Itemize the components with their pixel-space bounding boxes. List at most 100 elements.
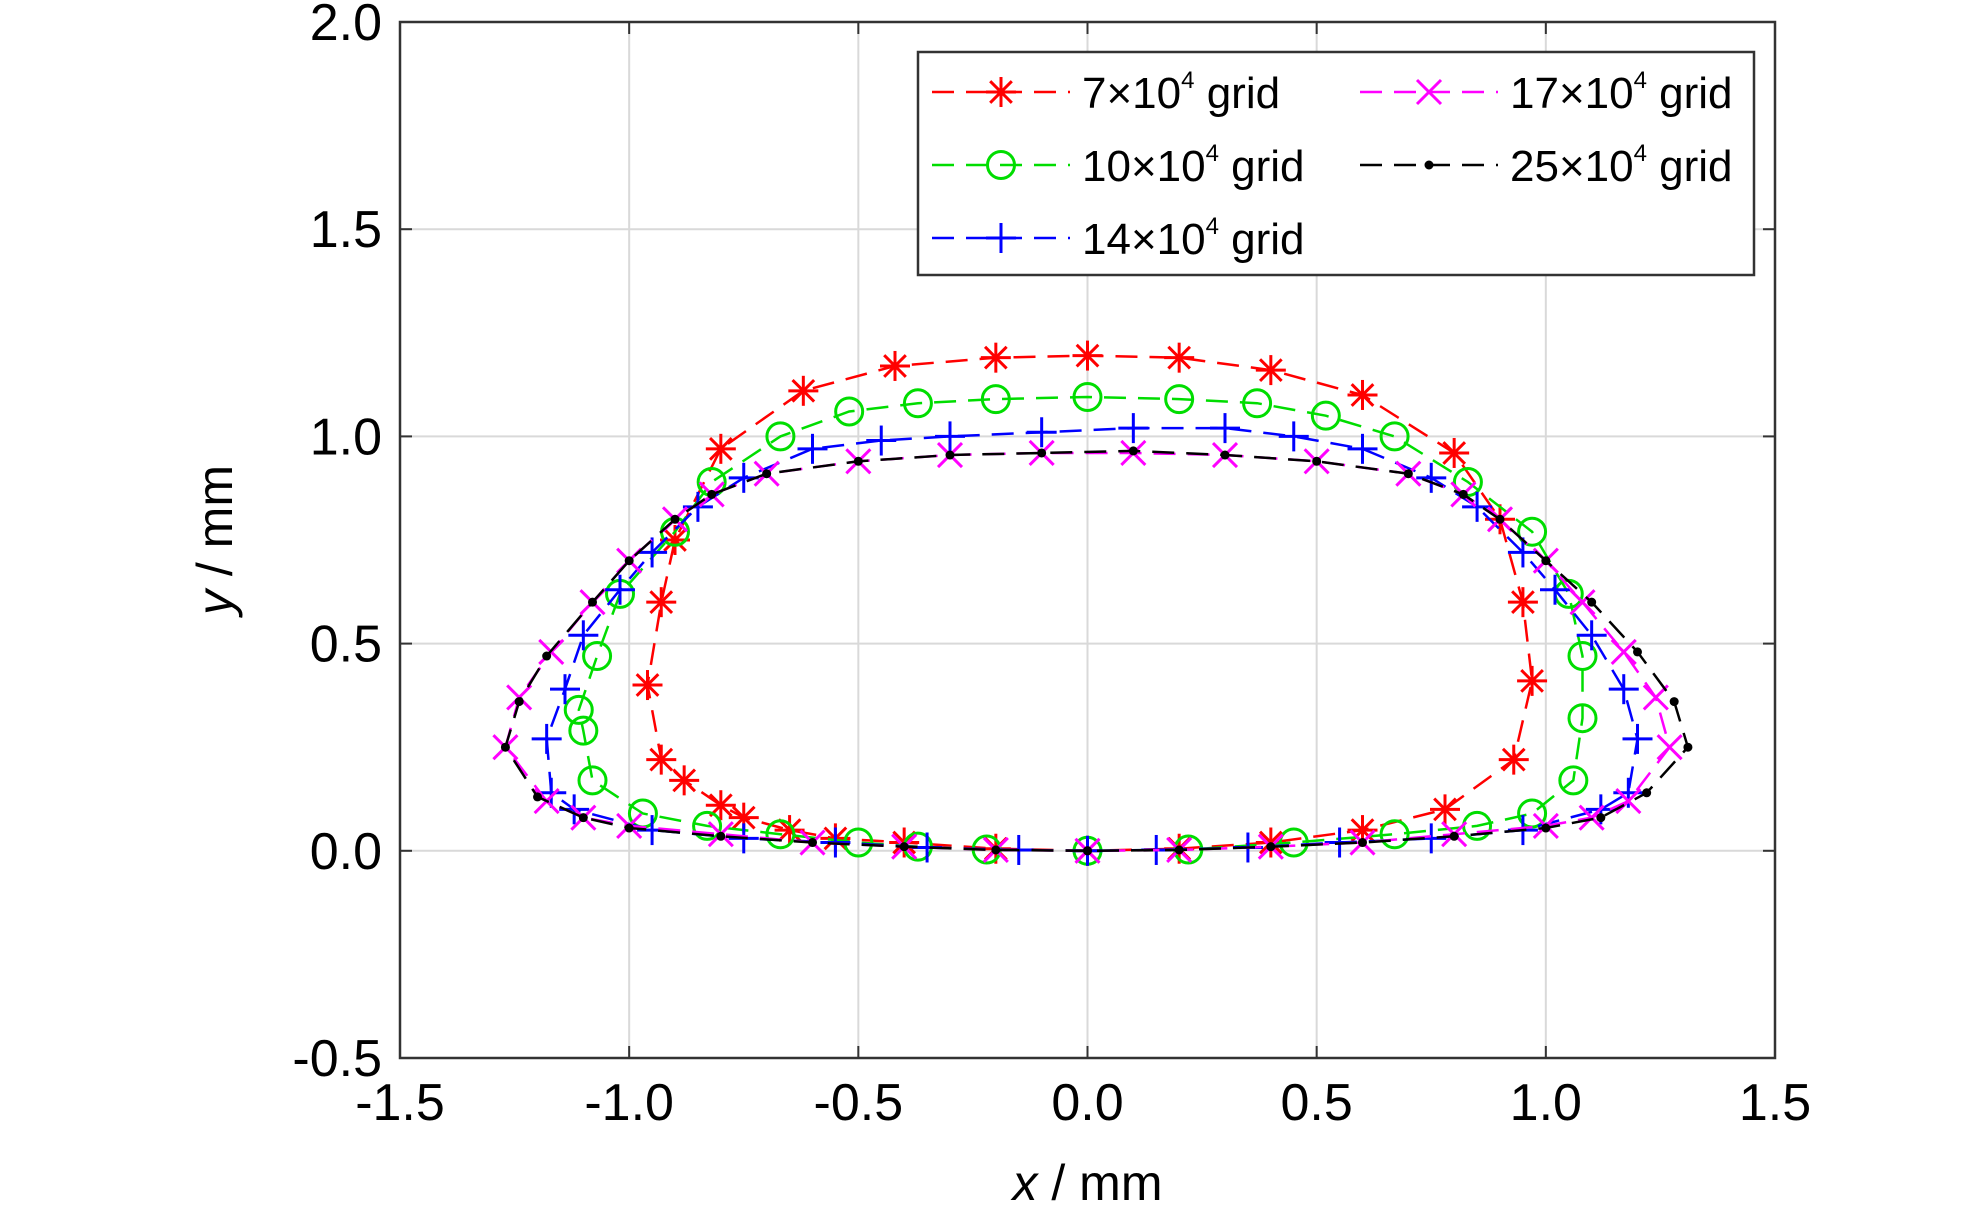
legend-label: 14×104 grid <box>1082 213 1305 264</box>
data-point <box>578 813 588 823</box>
x-tick-label: 1.0 <box>1510 1074 1582 1132</box>
x-axis-unit: / mm <box>1038 1155 1163 1205</box>
data-point <box>880 350 910 381</box>
data-point <box>1683 742 1693 752</box>
data-point <box>853 456 863 466</box>
data-point <box>1347 379 1378 410</box>
data-point <box>1578 804 1605 831</box>
data-point <box>1587 597 1597 607</box>
legend-label-suffix: grid <box>1194 69 1280 118</box>
y-axis-variable: y <box>187 587 243 618</box>
data-point <box>577 765 608 796</box>
data-point <box>765 421 796 452</box>
data-point <box>1128 446 1138 456</box>
data-point <box>866 425 897 456</box>
data-point <box>1310 400 1341 431</box>
data-point <box>808 838 817 848</box>
legend-label-prefix: 10×10 <box>1082 142 1206 191</box>
data-point <box>1507 537 1538 568</box>
x-tick-label: -1.0 <box>584 1074 674 1132</box>
series-line <box>646 354 1534 853</box>
data-point <box>986 77 1016 107</box>
series-1 <box>632 340 1548 866</box>
data-point <box>788 375 819 406</box>
y-tick-label: 0.5 <box>310 616 382 674</box>
data-point <box>1026 417 1057 448</box>
data-point <box>550 674 580 705</box>
data-point <box>1517 665 1548 696</box>
y-tick-label: -0.5 <box>292 1030 382 1088</box>
series-line <box>504 449 1690 853</box>
data-point <box>980 342 1011 373</box>
data-point <box>531 723 562 754</box>
data-point <box>1567 703 1598 734</box>
legend-label-suffix: grid <box>1219 215 1305 264</box>
x-tick-label: 1.5 <box>1739 1074 1811 1132</box>
data-point <box>774 815 805 846</box>
data-point <box>1072 382 1103 413</box>
legend-label-suffix: grid <box>1219 142 1305 191</box>
data-point <box>605 574 635 605</box>
data-point <box>1558 765 1589 796</box>
legend-label-exponent: 4 <box>1634 67 1647 94</box>
data-point <box>514 697 524 707</box>
data-point <box>563 694 594 725</box>
legend-label-exponent: 4 <box>1634 140 1647 167</box>
data-point <box>1610 638 1637 665</box>
legend-label-prefix: 25×10 <box>1510 142 1634 191</box>
data-point <box>1615 788 1642 815</box>
data-point <box>1379 421 1410 452</box>
data-point <box>1164 384 1195 415</box>
data-point <box>1415 78 1443 106</box>
data-point <box>705 790 736 821</box>
x-tick-label: 0.5 <box>1281 1074 1353 1132</box>
data-point <box>1449 831 1459 841</box>
data-point <box>1622 723 1653 754</box>
data-point <box>1498 744 1529 775</box>
data-point <box>646 587 677 618</box>
data-point <box>500 742 510 752</box>
legend-entry-4: 17×104 grid <box>1360 67 1733 118</box>
data-point <box>1072 340 1103 371</box>
y-axis-unit: / mm <box>187 465 243 590</box>
data-point <box>568 715 599 746</box>
legend-label-exponent: 4 <box>1181 67 1194 94</box>
data-point <box>1642 788 1652 798</box>
data-point <box>1613 777 1644 808</box>
x-axis-label: x / mm <box>1011 1155 1163 1205</box>
data-point <box>716 831 726 841</box>
data-point <box>1608 674 1639 705</box>
y-axis-label: y / mm <box>187 465 243 618</box>
y-tick-label: 0.0 <box>310 823 382 881</box>
data-point <box>624 556 634 566</box>
data-point <box>945 450 955 460</box>
data-point <box>707 489 717 499</box>
legend-entry-1: 7×104 grid <box>932 67 1280 118</box>
axis-ticks: -1.5 -1.0 -0.5 0.0 0.5 1.0 1.5 -0.5 0.0 0.5 1.0 1.5… <box>292 0 1811 1132</box>
data-point <box>1656 734 1683 761</box>
data-point <box>1278 421 1309 452</box>
data-point <box>1576 620 1607 651</box>
data-point <box>588 597 597 607</box>
data-point <box>797 433 828 464</box>
data-point <box>762 469 772 479</box>
data-point <box>1567 641 1598 672</box>
legend-label: 7×104 grid <box>1082 67 1280 118</box>
plot-series <box>492 340 1693 866</box>
data-point <box>669 765 700 796</box>
data-point <box>935 421 965 452</box>
legend-label-prefix: 17×10 <box>1510 69 1634 118</box>
legend-label: 25×104 grid <box>1510 140 1733 191</box>
legend-label-suffix: grid <box>1647 69 1733 118</box>
series-5 <box>500 446 1693 856</box>
legend-entry-3: 14×104 grid <box>932 213 1305 264</box>
data-point <box>1458 489 1468 499</box>
data-point <box>991 845 1001 855</box>
y-tick-label: 1.5 <box>310 201 382 259</box>
data-point <box>1255 355 1286 386</box>
data-point <box>1312 456 1322 466</box>
data-point <box>1083 846 1092 856</box>
data-point <box>624 823 634 833</box>
